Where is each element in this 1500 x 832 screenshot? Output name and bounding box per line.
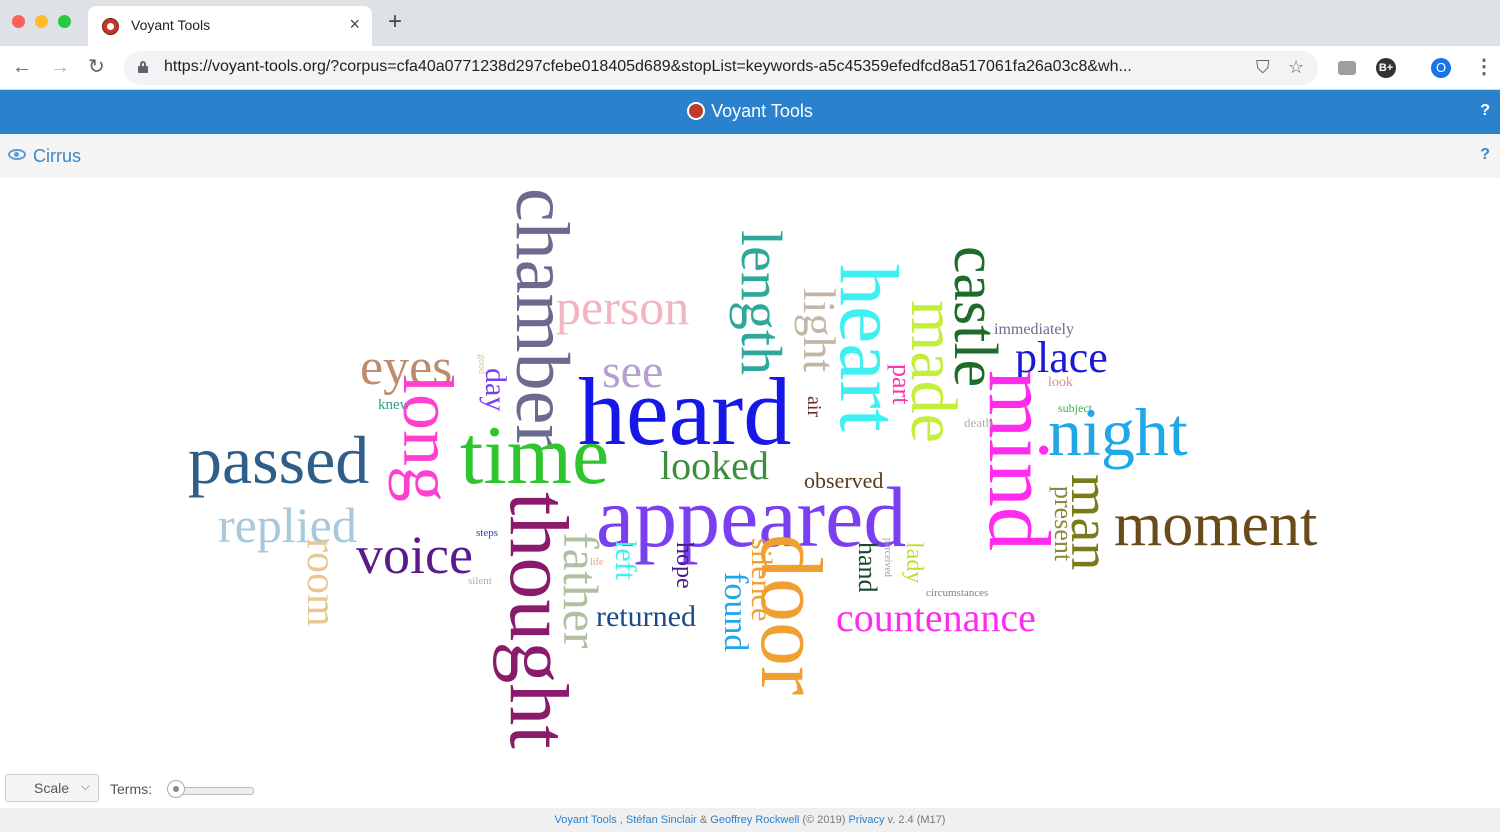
cloud-word[interactable]: silent <box>468 575 492 587</box>
scale-button-label: Scale <box>34 780 70 796</box>
profile-avatar[interactable]: O <box>1431 58 1451 78</box>
footer-privacy-link[interactable]: Privacy <box>848 814 885 826</box>
word-cloud: chamber length castle person light heart… <box>0 178 1500 770</box>
cloud-word[interactable]: immediately <box>994 321 1074 338</box>
browser-tab[interactable]: Voyant Tools × <box>88 6 372 46</box>
cloud-word[interactable]: heard <box>578 358 792 465</box>
cirrus-toolbar: Scale ⌵ Terms: <box>0 770 1500 808</box>
cloud-word[interactable]: voice <box>356 525 473 585</box>
cloud-word[interactable]: person <box>556 279 690 335</box>
minimize-window-button[interactable] <box>35 15 48 28</box>
cloud-word[interactable]: subject <box>1058 401 1092 415</box>
address-bar[interactable]: https://voyant-tools.org/?corpus=cfa40a0… <box>124 51 1318 85</box>
eye-icon[interactable] <box>8 149 26 160</box>
footer: Voyant Tools , Stéfan Sinclair & Geoffre… <box>0 808 1500 832</box>
app-header: Voyant Tools ? <box>0 90 1500 134</box>
lock-icon <box>138 61 148 73</box>
cloud-word[interactable]: good <box>476 354 487 374</box>
cloud-word[interactable]: man <box>1059 474 1121 571</box>
terms-label: Terms: <box>110 781 152 797</box>
cloud-word[interactable]: death <box>964 415 993 430</box>
cloud-word[interactable]: perceived <box>882 538 893 577</box>
footer-ampersand: & <box>696 814 711 826</box>
cloud-word[interactable]: see <box>602 345 664 398</box>
forward-arrow-icon[interactable]: → <box>50 56 70 78</box>
cloud-word[interactable]: hope <box>671 542 697 589</box>
cloud-word[interactable]: part <box>887 364 916 405</box>
terms-slider-thumb[interactable] <box>167 780 185 798</box>
back-arrow-icon[interactable]: ← <box>12 56 32 78</box>
footer-version: v. 2.4 (M17) <box>884 814 946 826</box>
cloud-word[interactable]: returned <box>596 600 696 633</box>
drive-icon[interactable] <box>1338 61 1356 75</box>
footer-author1-link[interactable]: Stéfan Sinclair <box>625 814 697 826</box>
app-title-text: Voyant Tools <box>711 101 813 121</box>
footer-voyant-link[interactable]: Voyant Tools <box>554 814 617 826</box>
footer-author2-link[interactable]: Geoffrey Rockwell <box>710 814 800 826</box>
cloud-word[interactable]: steps <box>476 527 498 539</box>
maximize-window-button[interactable] <box>58 15 71 28</box>
cloud-word[interactable]: replied <box>218 497 357 553</box>
header-help-icon[interactable]: ? <box>1480 102 1490 119</box>
cloud-word[interactable]: found <box>717 572 754 652</box>
footer-copyright: (© 2019) <box>799 814 849 826</box>
cloud-word[interactable]: room <box>298 538 344 627</box>
panel-title: Cirrus <box>33 146 81 166</box>
cloud-word[interactable]: eyes <box>360 339 453 396</box>
footer-separator: , <box>616 814 626 826</box>
url-text: https://voyant-tools.org/?corpus=cfa40a0… <box>164 58 1132 75</box>
cloud-word[interactable]: air <box>803 396 825 418</box>
cirrus-panel-header: Cirrus ? <box>0 134 1500 178</box>
browser-tabstrip: Voyant Tools × + <box>0 0 1500 46</box>
cloud-word[interactable]: circumstances <box>926 587 989 599</box>
close-window-button[interactable] <box>12 15 25 28</box>
new-tab-button[interactable]: + <box>388 8 403 35</box>
tab-close-icon[interactable]: × <box>349 14 360 34</box>
cloud-word[interactable]: look <box>1048 375 1073 390</box>
browser-menu-icon[interactable]: ⋮ <box>1474 56 1494 78</box>
cloud-word[interactable]: hand <box>853 542 882 593</box>
cloud-word[interactable]: day <box>479 368 512 412</box>
cloud-word[interactable]: countenance <box>836 595 1036 640</box>
bookmark-star-icon[interactable]: ☆ <box>1288 57 1305 77</box>
app-title: Voyant Tools <box>0 101 1500 122</box>
cloud-word[interactable]: looked <box>660 443 769 488</box>
chevron-down-icon: ⌵ <box>80 779 90 793</box>
cloud-word[interactable]: passed <box>188 422 370 498</box>
cloud-word[interactable]: life <box>590 557 604 568</box>
voyant-logo-icon <box>687 102 706 120</box>
cloud-word[interactable]: night <box>1048 394 1188 470</box>
cloud-word[interactable]: time <box>460 409 610 502</box>
cloud-word[interactable]: moment <box>1114 491 1318 559</box>
voyant-favicon-icon <box>102 18 119 35</box>
cloud-word[interactable]: length <box>729 230 794 375</box>
shield-blocked-icon[interactable]: ⛉ <box>1256 57 1270 77</box>
cloud-word[interactable]: observed <box>804 468 884 493</box>
cloud-word[interactable]: place <box>1015 333 1108 382</box>
cloud-word[interactable]: appeared <box>596 469 907 565</box>
reload-icon[interactable]: ↻ <box>88 56 105 78</box>
panel-help-icon[interactable]: ? <box>1480 146 1490 163</box>
cloud-word[interactable]: lady <box>901 542 927 584</box>
cloud-word[interactable]: door <box>742 534 839 696</box>
cloud-word[interactable]: left <box>609 540 642 580</box>
tab-title: Voyant Tools <box>131 17 211 33</box>
scale-button[interactable]: Scale ⌵ <box>5 774 99 802</box>
extension-icon[interactable]: B+ <box>1376 58 1396 78</box>
browser-toolbar: ← → ↻ https://voyant-tools.org/?corpus=c… <box>0 46 1500 90</box>
cloud-word[interactable]: knew <box>378 397 411 413</box>
cloud-word[interactable]: long <box>388 374 468 503</box>
